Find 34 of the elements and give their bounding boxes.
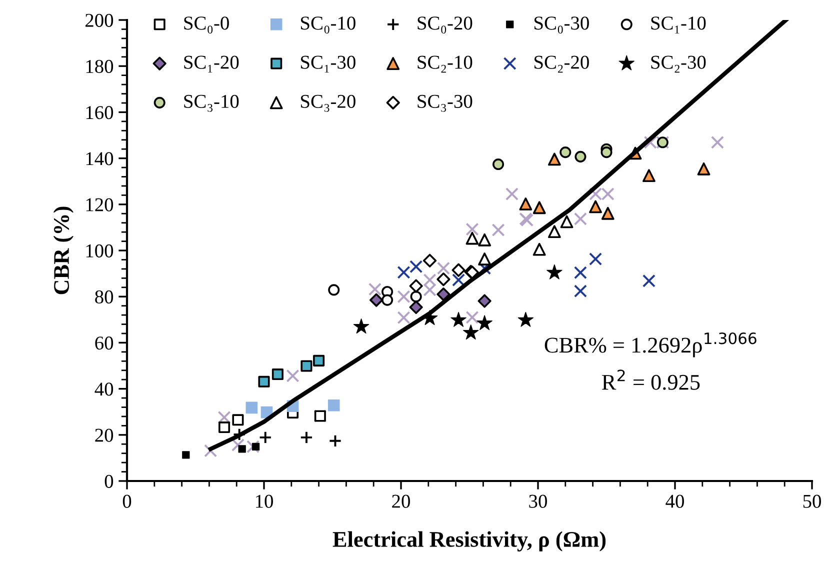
y-tick-label: 200: [85, 14, 114, 27]
legend-label: SC₁-20: [184, 56, 239, 73]
legend-label: SC₀-0: [184, 16, 229, 34]
y-tick-label: 0: [104, 474, 114, 488]
y-axis-title: CBR (%): [53, 206, 74, 294]
legend-label: SC₃-20: [300, 94, 356, 112]
y-tick-label: 180: [86, 60, 114, 74]
x-tick-label: 20: [392, 494, 410, 508]
x-tick-label: 40: [666, 494, 684, 508]
legend-label: SC₂-20: [534, 56, 589, 73]
legend-label: SC₀-30: [534, 16, 589, 34]
y-tick-label: 160: [86, 106, 114, 120]
y-tick-label: 20: [95, 428, 114, 442]
legend-label: SC₂-30: [651, 56, 706, 73]
annotation: CBR% = 1.2692ρ$^{1.3066}$: [544, 332, 756, 358]
legend-label: SC₁-10: [651, 16, 706, 34]
x-tick-label: 30: [529, 494, 547, 508]
legend-label: SC₀-10: [300, 16, 356, 34]
y-tick-label: 120: [86, 198, 114, 212]
y-tick-label: 100: [86, 244, 114, 258]
legend-label: SC₀-20: [418, 16, 472, 34]
x-axis-title: Electrical Resistivity, ρ (Ωm): [332, 531, 606, 552]
legend-label: SC₃-30: [418, 94, 472, 112]
x-tick-label: 50: [803, 494, 821, 508]
legend-label: SC₂-10: [418, 56, 472, 73]
annotation: R$^{2}$ = 0.925: [602, 370, 700, 390]
y-tick-label: 60: [95, 336, 114, 350]
legend-label: SC₃-10: [184, 94, 239, 112]
y-tick-label: 40: [94, 382, 114, 396]
y-tick-label: 140: [86, 152, 114, 166]
x-tick-label: 0: [122, 494, 132, 508]
y-tick-label: 80: [95, 290, 114, 304]
legend-label: SC₁-30: [300, 56, 356, 73]
x-tick-label: 10: [256, 494, 273, 508]
